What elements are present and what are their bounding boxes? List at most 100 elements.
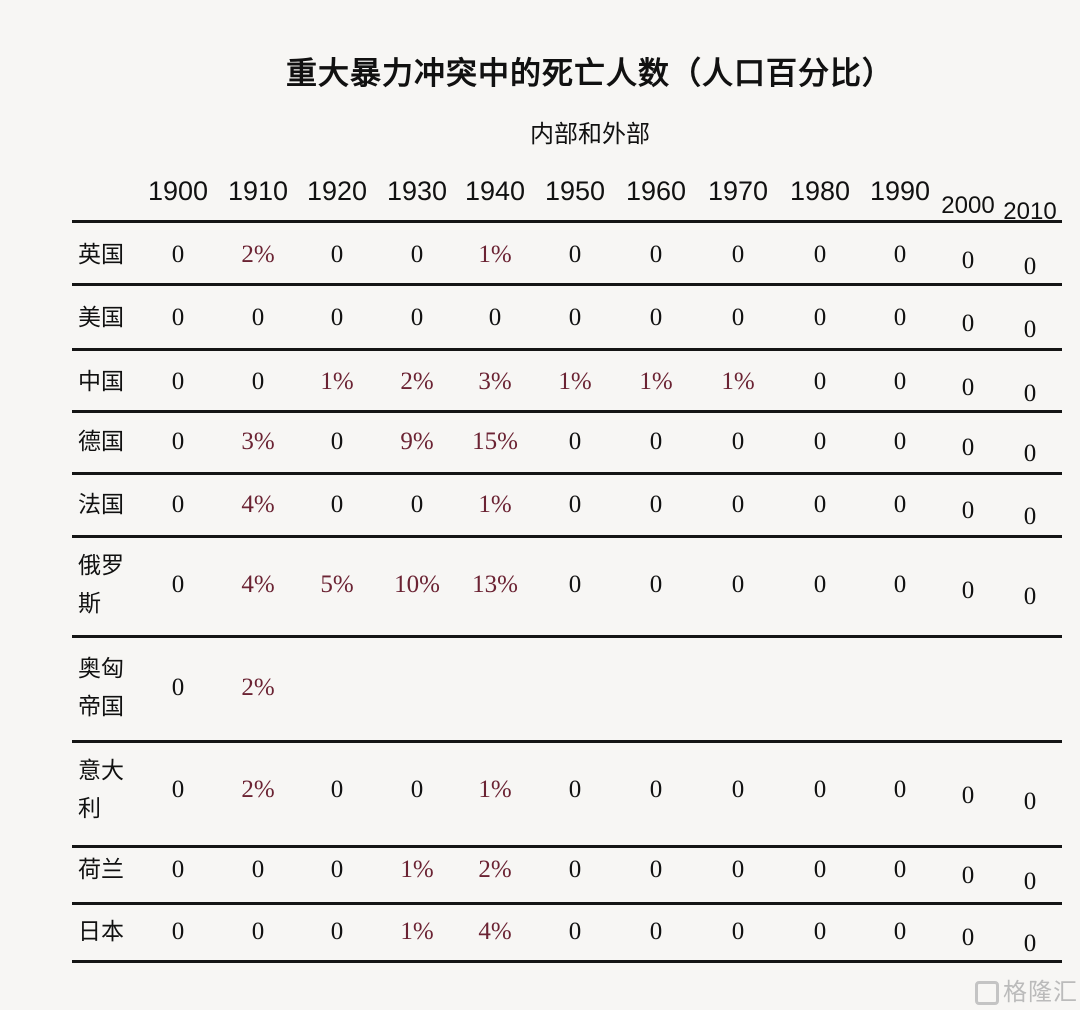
table-cell: 0 <box>251 368 265 395</box>
watermark: 格隆汇 <box>975 972 1078 1007</box>
row-label: 美国 <box>78 305 124 331</box>
table-cell: 0 <box>171 241 185 268</box>
table-cell: 0 <box>649 491 663 518</box>
table-cell: 0 <box>171 674 185 701</box>
column-header: 1960 <box>625 176 687 206</box>
table-cell: 0 <box>649 776 663 803</box>
table-cell: 2% <box>400 368 434 395</box>
table-cell: 0 <box>568 428 582 455</box>
column-header: 1970 <box>707 176 769 206</box>
row-label: 中国 <box>78 369 124 395</box>
table-cell: 5% <box>320 571 354 598</box>
row-divider <box>72 535 1062 538</box>
table-cell: 0 <box>171 856 185 883</box>
table-cell: 0 <box>813 304 827 331</box>
table-cell: 13% <box>472 571 518 598</box>
table-cell: 0 <box>410 304 424 331</box>
table-cell: 0 <box>731 776 745 803</box>
table-title: 重大暴力冲突中的死亡人数（人口百分比） <box>286 56 894 92</box>
table-cell: 1% <box>639 368 673 395</box>
row-divider <box>72 740 1062 743</box>
table-cell: 0 <box>893 304 907 331</box>
row-label: 德国 <box>78 429 124 455</box>
table-cell: 1% <box>721 368 755 395</box>
column-header: 1920 <box>306 176 368 206</box>
table-cell: 0 <box>568 856 582 883</box>
table-cell: 0 <box>568 571 582 598</box>
table-cell: 0 <box>171 491 185 518</box>
row-divider <box>72 845 1062 848</box>
row-divider <box>72 220 1062 223</box>
table-cell: 0 <box>893 241 907 268</box>
table-cell: 0 <box>568 304 582 331</box>
row-divider <box>72 410 1062 413</box>
table-cell: 3% <box>478 368 512 395</box>
row-divider <box>72 635 1062 638</box>
table-cell: 0 <box>731 856 745 883</box>
table-cell: 1% <box>558 368 592 395</box>
table-cell: 0 <box>410 491 424 518</box>
table-cell: 0 <box>568 491 582 518</box>
table-cell: 0 <box>330 918 344 945</box>
table-cell: 0 <box>893 776 907 803</box>
table-cell: 0 <box>961 924 975 951</box>
row-divider <box>72 348 1062 351</box>
row-divider <box>72 960 1062 963</box>
column-header: 1950 <box>544 176 606 206</box>
row-label: 意大利 <box>78 758 124 822</box>
row-divider <box>72 472 1062 475</box>
table-cell: 0 <box>731 304 745 331</box>
table-cell: 0 <box>649 304 663 331</box>
table-cell: 0 <box>410 241 424 268</box>
table-cell: 0 <box>171 776 185 803</box>
column-header: 1940 <box>464 176 526 206</box>
table-cell: 15% <box>472 428 518 455</box>
table-cell: 0 <box>893 918 907 945</box>
row-label: 俄罗斯 <box>78 553 124 617</box>
row-divider <box>72 902 1062 905</box>
column-header: 1980 <box>789 176 851 206</box>
table-cell: 2% <box>478 856 512 883</box>
table-cell: 0 <box>1023 440 1037 467</box>
table-cell: 0 <box>1023 503 1037 530</box>
table-cell: 0 <box>488 304 502 331</box>
table-cell: 0 <box>1023 380 1037 407</box>
table-cell: 0 <box>171 571 185 598</box>
table-cell: 0 <box>961 247 975 274</box>
table-cell: 2% <box>241 241 275 268</box>
table-cell: 0 <box>731 491 745 518</box>
table-cell: 0 <box>813 428 827 455</box>
table-cell: 0 <box>961 374 975 401</box>
table-cell: 0 <box>961 434 975 461</box>
table-cell: 0 <box>961 782 975 809</box>
table-cell: 2% <box>241 674 275 701</box>
table-cell: 0 <box>171 304 185 331</box>
row-label: 日本 <box>78 919 124 945</box>
row-label: 法国 <box>78 492 124 518</box>
table-cell: 0 <box>1023 583 1037 610</box>
table-cell: 0 <box>731 241 745 268</box>
table-cell: 1% <box>400 856 434 883</box>
table-cell: 0 <box>813 856 827 883</box>
table-cell: 1% <box>400 918 434 945</box>
table-cell: 0 <box>251 918 265 945</box>
table-cell: 0 <box>171 368 185 395</box>
watermark-text: 格隆汇 <box>1003 978 1078 1006</box>
table-cell: 0 <box>171 428 185 455</box>
row-label: 英国 <box>78 242 124 268</box>
table-cell: 0 <box>330 241 344 268</box>
table-cell: 0 <box>251 856 265 883</box>
gelonghui-logo-icon <box>975 981 999 1005</box>
table-cell: 0 <box>893 571 907 598</box>
table-cell: 1% <box>478 241 512 268</box>
table-cell: 10% <box>394 571 440 598</box>
table-cell: 0 <box>649 428 663 455</box>
table-cell: 0 <box>893 428 907 455</box>
table-subtitle: 内部和外部 <box>530 120 650 148</box>
table-cell: 0 <box>961 577 975 604</box>
table-cell: 0 <box>649 241 663 268</box>
table-cell: 1% <box>478 491 512 518</box>
column-header: 1900 <box>147 176 209 206</box>
table-cell: 0 <box>330 776 344 803</box>
table-cell: 4% <box>478 918 512 945</box>
